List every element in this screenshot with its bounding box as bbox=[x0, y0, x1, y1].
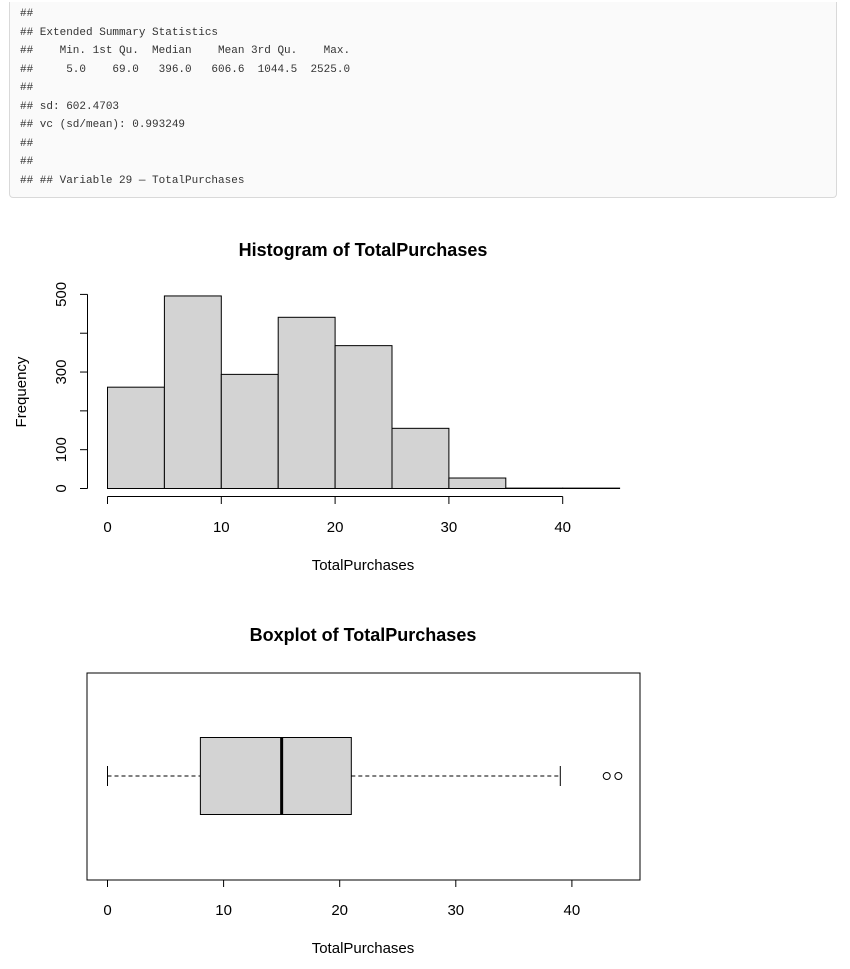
boxplot-x-tick-label: 40 bbox=[564, 902, 581, 919]
boxplot-outlier-point bbox=[614, 772, 623, 780]
histogram-x-tick-label: 20 bbox=[327, 519, 344, 536]
histogram-bar bbox=[334, 345, 393, 490]
histogram-title: Histogram of TotalPurchases bbox=[239, 240, 488, 260]
histogram-bar bbox=[277, 316, 336, 489]
histogram-y-tick-label: 100 bbox=[53, 437, 70, 462]
boxplot-x-tick-label: 30 bbox=[447, 902, 464, 919]
histogram-y-tick-label: 500 bbox=[53, 282, 70, 307]
histogram-ylabel: Frequency bbox=[13, 356, 30, 427]
histogram-y-tick-label: 0 bbox=[53, 484, 70, 492]
boxplot-title: Boxplot of TotalPurchases bbox=[250, 625, 477, 645]
console-line: ## vc (sd/mean): 0.993249 bbox=[20, 119, 186, 131]
histogram-y-tick-label: 300 bbox=[53, 360, 70, 385]
histogram-xlabel: TotalPurchases bbox=[312, 557, 415, 574]
histogram-bar bbox=[163, 295, 222, 489]
boxplot-x-tick-label: 20 bbox=[331, 902, 348, 919]
console-output: ## ## Extended Summary Statistics ## Min… bbox=[9, 2, 837, 198]
histogram-bar bbox=[107, 386, 165, 489]
histogram-bar bbox=[391, 427, 450, 489]
console-text: ## ## Extended Summary Statistics ## Min… bbox=[10, 2, 836, 190]
boxplot-chart: Boxplot of TotalPurchases 0 10 20 30 40 Tota… bbox=[86, 625, 641, 957]
console-line: ## Min. 1st Qu. Median Mean 3rd Qu. Max. bbox=[20, 45, 351, 57]
histogram-x-tick-label: 10 bbox=[213, 519, 230, 536]
boxplot-x-tick-label: 10 bbox=[215, 902, 232, 919]
histogram-bar bbox=[220, 373, 279, 489]
histogram-x-tick-label: 0 bbox=[103, 519, 111, 536]
histogram-bar bbox=[448, 477, 507, 489]
console-line: ## ## Variable 29 — TotalPurchases bbox=[20, 174, 245, 187]
histogram-x-tick-label: 30 bbox=[441, 519, 458, 536]
console-line: ## 5.0 69.0 396.0 606.6 1044.5 2525.0 bbox=[20, 63, 351, 76]
console-line: ## Extended Summary Statistics bbox=[20, 26, 219, 39]
console-line: ## bbox=[20, 8, 34, 20]
console-line: ## bbox=[20, 82, 34, 94]
console-line: ## bbox=[20, 137, 34, 150]
console-line: ## bbox=[20, 156, 34, 168]
boxplot-box bbox=[199, 737, 352, 815]
boxplot-xlabel: TotalPurchases bbox=[312, 940, 415, 957]
histogram-chart: Histogram of TotalPurchases TotalPurchas… bbox=[13, 240, 621, 574]
histogram-x-tick-label: 40 bbox=[554, 519, 571, 536]
boxplot-x-tick-label: 0 bbox=[103, 902, 111, 919]
boxplot-outlier-point bbox=[602, 772, 611, 780]
console-line: ## sd: 602.4703 bbox=[20, 100, 120, 113]
